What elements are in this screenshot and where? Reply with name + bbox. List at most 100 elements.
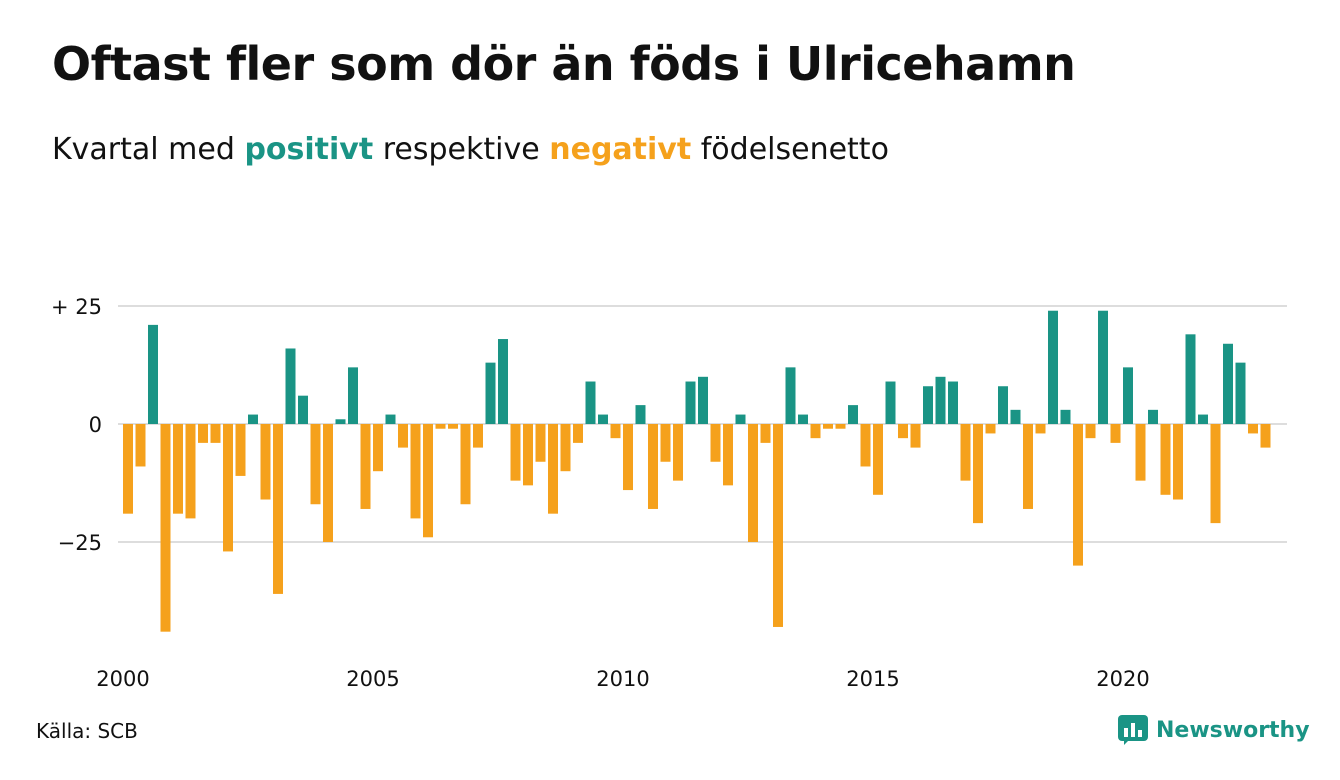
bar (1148, 409, 1158, 424)
bar (485, 362, 496, 424)
bar (935, 376, 946, 424)
bar (173, 424, 183, 514)
bar (985, 424, 996, 434)
bar (1135, 424, 1146, 481)
subtitle-prefix: Kvartal med (52, 132, 235, 167)
bar (785, 367, 796, 424)
bar (360, 424, 371, 509)
bar (285, 348, 296, 424)
bar (810, 424, 821, 439)
bar (160, 424, 171, 632)
bar (185, 424, 196, 519)
subtitle-negative-label: negativt (549, 132, 692, 167)
chart-title: Oftast fler som dör än föds i Ulricehamn (52, 37, 1076, 91)
bar (735, 414, 746, 424)
bar (1098, 310, 1108, 424)
bar (823, 424, 833, 429)
bar (1048, 310, 1058, 424)
bar (548, 424, 558, 514)
bar (498, 339, 508, 424)
bar (335, 419, 346, 424)
subtitle-middle: respektive (382, 132, 540, 167)
bar (210, 424, 221, 443)
bar (1160, 424, 1171, 495)
x-tick-label: 2015 (846, 667, 899, 691)
bar (410, 424, 421, 519)
bar (610, 424, 621, 439)
bar (248, 414, 258, 424)
bar (460, 424, 471, 505)
bar (1248, 424, 1258, 434)
bar (835, 424, 846, 429)
bars (123, 310, 1271, 632)
bar (960, 424, 971, 481)
bar (760, 424, 771, 443)
bar (710, 424, 721, 462)
bar (148, 324, 158, 424)
bar-chart: + 25 0 −25 2000 2005 2010 2015 2020 (51, 295, 1287, 691)
bar (510, 424, 521, 481)
y-axis-ticks: + 25 0 −25 (51, 295, 102, 555)
bar (973, 424, 983, 524)
bar (860, 424, 871, 467)
bar (648, 424, 658, 509)
bar (1073, 424, 1083, 566)
x-tick-label: 2010 (596, 667, 649, 691)
bar (435, 424, 446, 429)
source-note: Källa: SCB (36, 719, 138, 743)
y-tick-label: −25 (58, 531, 102, 555)
bar (573, 424, 583, 443)
bar (298, 395, 308, 424)
bar (1060, 409, 1071, 424)
bar (235, 424, 246, 476)
bar (660, 424, 671, 462)
x-tick-label: 2005 (346, 667, 399, 691)
bar (1210, 424, 1221, 524)
bar (1260, 424, 1271, 448)
bar (898, 424, 908, 439)
bar (135, 424, 146, 467)
bar (748, 424, 758, 542)
y-tick-label: 0 (89, 413, 102, 437)
bar (323, 424, 333, 542)
bar (798, 414, 808, 424)
bar (910, 424, 921, 448)
bar (948, 381, 958, 424)
bar (635, 405, 646, 424)
bar (673, 424, 683, 481)
bar (223, 424, 233, 552)
bar (1223, 343, 1233, 424)
bar (1023, 424, 1033, 509)
bar (723, 424, 733, 486)
bar (623, 424, 633, 491)
bar (685, 381, 696, 424)
bar (398, 424, 408, 448)
bar (1110, 424, 1121, 443)
bar (373, 424, 383, 472)
chart-subtitle: Kvartal med positivt respektive negativt… (52, 130, 889, 169)
bar (1173, 424, 1183, 500)
bar (1085, 424, 1096, 439)
bar (1123, 367, 1133, 424)
bar (473, 424, 483, 448)
bar (1198, 414, 1208, 424)
bar (873, 424, 883, 495)
bar (385, 414, 396, 424)
bar (448, 424, 458, 429)
x-axis-ticks: 2000 2005 2010 2015 2020 (96, 667, 1149, 691)
bar (1035, 424, 1046, 434)
bar (885, 381, 896, 424)
y-tick-label: + 25 (51, 295, 102, 319)
bar (1010, 409, 1021, 424)
newsworthy-logo: Newsworthy (1118, 713, 1310, 747)
bar (273, 424, 283, 594)
bar (1185, 334, 1196, 424)
subtitle-positive-label: positivt (244, 132, 374, 167)
bar (560, 424, 571, 472)
x-tick-label: 2020 (1096, 667, 1149, 691)
bar (423, 424, 433, 538)
x-tick-label: 2000 (96, 667, 149, 691)
bar (123, 424, 133, 514)
bar (535, 424, 546, 462)
bar (260, 424, 271, 500)
